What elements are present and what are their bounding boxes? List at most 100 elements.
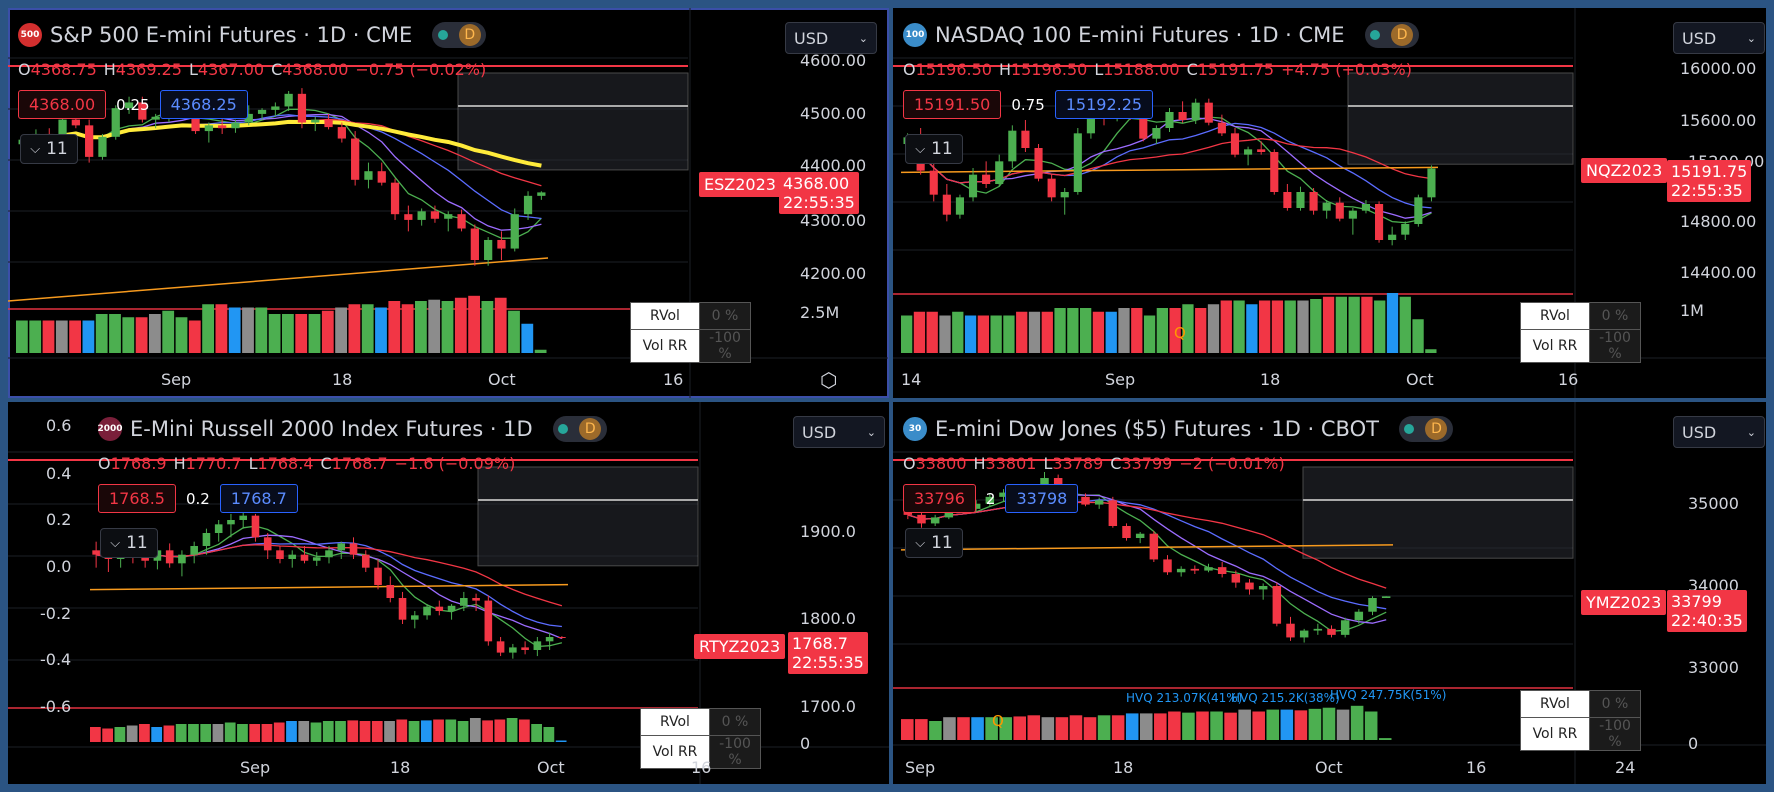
volume-bar [268, 314, 281, 353]
candle-body [58, 119, 67, 149]
volume-bar [999, 717, 1012, 740]
chart-pane-dow[interactable]: 30 E-mini Dow Jones ($5) Futures · 1D · … [893, 402, 1766, 784]
time-axis-label: 18 [390, 758, 411, 777]
candle-body [999, 492, 1008, 497]
chart-canvas-russell[interactable] [8, 402, 889, 784]
candle-body [558, 637, 566, 638]
volume-bar [433, 719, 444, 742]
symbol-tag: NQZ2023 [1581, 158, 1668, 183]
volume-bar [1013, 716, 1027, 740]
candle-body [1204, 567, 1213, 571]
candle-body [523, 195, 533, 215]
volume-bar [1182, 712, 1195, 740]
currency-select[interactable]: USD ⌄ [785, 22, 877, 54]
volume-axis-label: 0 [1688, 734, 1699, 753]
settings-gear-icon[interactable]: ⬡ [820, 368, 838, 392]
sell-button[interactable]: 1768.5 [98, 484, 176, 513]
volume-bar [175, 724, 187, 742]
volume-bar [508, 310, 520, 353]
symbol-tag: ESZ2023 [699, 172, 781, 197]
sell-button[interactable]: 4368.00 [18, 90, 107, 119]
chart-canvas-nasdaq[interactable] [893, 8, 1766, 398]
currency-select[interactable]: USD ⌄ [1673, 22, 1765, 54]
sell-button[interactable]: 15191.50 [903, 90, 1002, 119]
volume-bar [971, 717, 984, 740]
candle-body [398, 598, 407, 620]
volume-bar [977, 315, 989, 353]
indicators-collapse-button[interactable]: ⌵ 11 [905, 134, 963, 164]
chart-pane-sp500[interactable]: 500 S&P 500 E-mini Futures · 1D · CME D … [8, 8, 889, 398]
volume-bar [457, 721, 469, 742]
candle-body [1388, 234, 1397, 240]
volume-bar [952, 311, 964, 353]
candle-body [1335, 202, 1344, 219]
candle-body [1322, 202, 1331, 211]
sell-button[interactable]: 33796 [903, 484, 976, 513]
volume-bar [228, 307, 241, 353]
left-axis-label: -0.4 [40, 650, 72, 669]
candle-body [284, 93, 293, 107]
market-status-pill[interactable]: D [432, 22, 487, 48]
volume-bar [1233, 300, 1245, 353]
volume-bar [102, 728, 114, 742]
candle-body [497, 239, 506, 249]
price-axis-label: 4300.00 [800, 211, 867, 230]
volume-bar [1105, 311, 1117, 353]
symbol-title[interactable]: S&P 500 E-mini Futures · 1D · CME [50, 23, 413, 47]
candle-body [1060, 192, 1069, 198]
buy-button[interactable]: 33798 [1005, 484, 1079, 513]
candle-body [85, 125, 94, 157]
candle-body [271, 106, 280, 110]
price-axis-label: 4200.00 [800, 264, 867, 283]
candle-body [1309, 192, 1318, 211]
volume-bar [215, 304, 228, 353]
delayed-data-icon: D [458, 24, 481, 46]
chart-pane-nasdaq[interactable]: 100 NASDAQ 100 E-mini Futures · 1D · CME… [893, 8, 1766, 398]
candle-body [1230, 133, 1240, 155]
buy-button[interactable]: 15192.25 [1054, 90, 1154, 119]
candle-body [141, 557, 149, 561]
symbol-logo: 100 [903, 23, 927, 47]
volume-bar [518, 719, 530, 742]
candle-body [1034, 148, 1043, 179]
indicators-collapse-button[interactable]: ⌵ 11 [100, 528, 158, 558]
candle-body [1152, 128, 1161, 139]
symbol-title[interactable]: E-Mini Russell 2000 Index Futures · 1D [130, 417, 533, 441]
currency-select[interactable]: USD ⌄ [1673, 416, 1765, 448]
market-status-pill[interactable]: D [552, 416, 607, 442]
candle-body [92, 550, 100, 555]
market-status-pill[interactable]: D [1398, 416, 1453, 442]
indicators-collapse-button[interactable]: ⌵ 11 [905, 528, 963, 558]
indicators-collapse-button[interactable]: ⌵ 11 [20, 134, 78, 164]
last-price-tag: 1768.7 22:55:35 [788, 632, 868, 674]
rvol-table: RVol 0 % Vol RR -100 % [640, 708, 761, 769]
currency-select[interactable]: USD ⌄ [793, 416, 885, 448]
volume-bar [1399, 296, 1411, 353]
candle-body [1414, 197, 1423, 224]
volume-bar [1350, 705, 1364, 740]
symbol-title[interactable]: E-mini Dow Jones ($5) Futures · 1D · CBO… [935, 417, 1379, 441]
chart-pane-russell[interactable]: 2000 E-Mini Russell 2000 Index Futures ·… [8, 402, 889, 784]
candle-body [1257, 149, 1266, 152]
chart-canvas-dow[interactable] [893, 402, 1766, 784]
hvq-label: HVQ 213.07K(41%) [1126, 691, 1243, 705]
volume-bar [408, 721, 420, 742]
buy-button[interactable]: 1768.7 [219, 484, 298, 513]
volume-bar [913, 311, 926, 353]
volume-bar [1154, 713, 1167, 740]
rvol-table: RVol 0 % Vol RR -100 % [1520, 690, 1641, 751]
market-status-pill[interactable]: D [1364, 22, 1419, 48]
candle-body [917, 514, 926, 524]
volume-bar [335, 721, 346, 742]
volume-bar [1168, 711, 1181, 740]
symbol-title[interactable]: NASDAQ 100 E-mini Futures · 1D · CME [935, 23, 1345, 47]
buy-button[interactable]: 4368.25 [159, 90, 248, 119]
volume-bar [901, 719, 914, 740]
chart-canvas-sp500[interactable] [8, 8, 889, 398]
left-axis-label: 0.4 [46, 464, 72, 483]
price-axis-label: 1700.0 [800, 697, 856, 716]
volume-bar [521, 323, 534, 353]
candle-body [1327, 628, 1336, 635]
candle-body [1427, 168, 1436, 198]
price-axis-label: 15600.00 [1680, 111, 1757, 130]
